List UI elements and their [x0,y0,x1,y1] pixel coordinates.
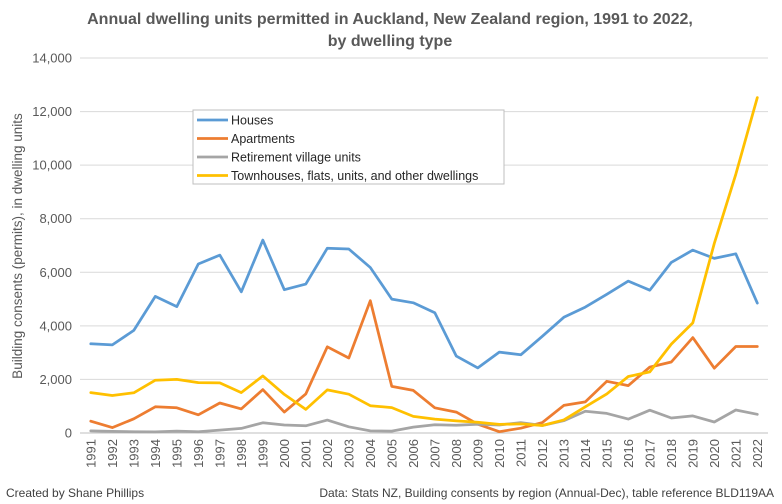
x-tick-label: 1995 [169,439,184,468]
x-tick-label: 1998 [234,439,249,468]
x-tick-label: 2014 [578,439,593,468]
x-tick-label: 2013 [556,439,571,468]
x-tick-label: 1996 [191,439,206,468]
x-tick-label: 2011 [513,439,528,467]
series-lines [89,96,759,434]
legend: Houses Apartments Retirement village units… [192,109,505,185]
series-line [89,299,759,434]
y-axis-tick-labels: 0 2,000 4,000 6,000 8,000 10,000 12,000 14,000 [32,51,72,441]
y-tick-label: 0 [65,426,72,441]
y-tick-label: 12,000 [32,104,72,119]
x-tick-label: 1994 [148,439,163,468]
x-tick-label: 2008 [449,439,464,468]
x-tick-label: 2007 [427,439,442,468]
x-tick-label: 2021 [728,439,743,468]
x-tick-label: 2006 [406,439,421,468]
legend-entry: Apartments [231,132,295,146]
x-tick-label: 2018 [664,439,679,468]
x-tick-label: 2022 [750,439,765,468]
x-tick-label: 1997 [212,439,227,468]
x-tick-label: 1991 [83,439,98,468]
x-tick-label: 2010 [492,439,507,468]
x-tick-label: 2012 [535,439,550,468]
x-tick-label: 1993 [126,439,141,468]
chart-title-line-1: Annual dwelling units permitted in Auckl… [87,11,693,28]
x-tick-label: 2015 [599,439,614,468]
legend-entry: Retirement village units [231,151,361,165]
legend-entry: Houses [231,114,273,128]
y-tick-label: 2,000 [39,372,72,387]
x-tick-label: 2020 [707,439,722,468]
y-tick-label: 8,000 [39,211,72,226]
x-tick-label: 2002 [320,439,335,468]
chart-title-line-2: by dwelling type [328,33,453,50]
y-tick-label: 4,000 [39,318,72,333]
x-tick-label: 2001 [298,439,313,468]
y-tick-label: 10,000 [32,158,72,173]
footer-source: Data: Stats NZ, Building consents by reg… [319,486,774,500]
x-tick-label: 2000 [277,439,292,468]
series-line [89,96,759,427]
x-tick-label: 2009 [470,439,485,468]
x-tick-label: 2004 [363,439,378,468]
series-line [89,238,759,370]
legend-entry: Townhouses, flats, units, and other dwel… [231,169,478,183]
x-tick-label: 2017 [642,439,657,468]
x-tick-label: 1992 [105,439,120,468]
x-tick-label: 1999 [255,439,270,468]
x-tick-label: 2003 [341,439,356,468]
x-axis-tick-labels: 1991 1992 1993 1994 1995 1996 1997 1998 1999 2000… [83,439,765,468]
y-tick-label: 6,000 [39,265,72,280]
y-axis-label: Building consents (permits), in dwelling… [10,113,25,379]
footer-credit: Created by Shane Phillips [6,486,145,500]
legend-box [192,109,505,185]
x-tick-label: 2016 [621,439,636,468]
x-tick-label: 2005 [384,439,399,468]
line-chart: Annual dwelling units permitted in Auckl… [10,11,768,468]
series-line [89,408,759,434]
y-tick-label: 14,000 [32,51,72,66]
x-tick-label: 2019 [685,439,700,468]
